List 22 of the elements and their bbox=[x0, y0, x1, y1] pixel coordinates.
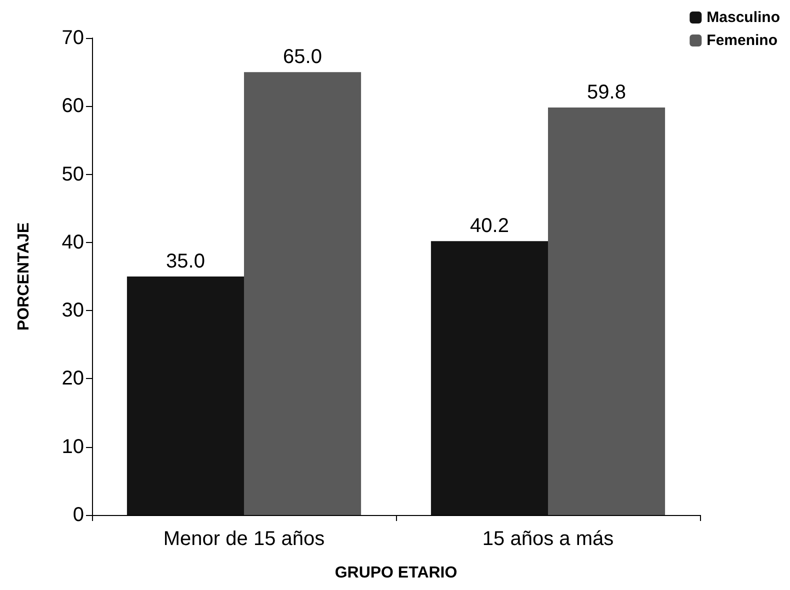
y-tick-label: 70 bbox=[62, 27, 84, 49]
y-axis-title: PORCENTAJE bbox=[16, 222, 32, 331]
x-axis-title: GRUPO ETARIO bbox=[334, 564, 458, 582]
legend-label: Masculino bbox=[706, 9, 780, 26]
y-tick-label: 10 bbox=[62, 436, 84, 458]
x-tick-label: 15 años a más bbox=[482, 528, 614, 550]
bar bbox=[430, 241, 548, 515]
y-tick-label: 50 bbox=[62, 163, 84, 186]
x-tick-label: Menor de 15 años bbox=[163, 528, 325, 550]
bar bbox=[548, 108, 666, 515]
bar bbox=[244, 72, 362, 515]
legend-label: Femenino bbox=[706, 32, 778, 49]
bar bbox=[126, 276, 244, 515]
y-tick-label: 30 bbox=[62, 300, 84, 322]
y-tick-label: 60 bbox=[62, 95, 84, 118]
y-tick-label: 40 bbox=[62, 231, 84, 254]
y-tick-label: 0 bbox=[72, 504, 84, 526]
data-label: 35.0 bbox=[166, 250, 205, 272]
y-tick-label: 20 bbox=[62, 368, 84, 390]
data-label: 40.2 bbox=[470, 215, 509, 238]
data-label: 65.0 bbox=[283, 46, 322, 68]
data-label: 59.8 bbox=[587, 82, 626, 104]
